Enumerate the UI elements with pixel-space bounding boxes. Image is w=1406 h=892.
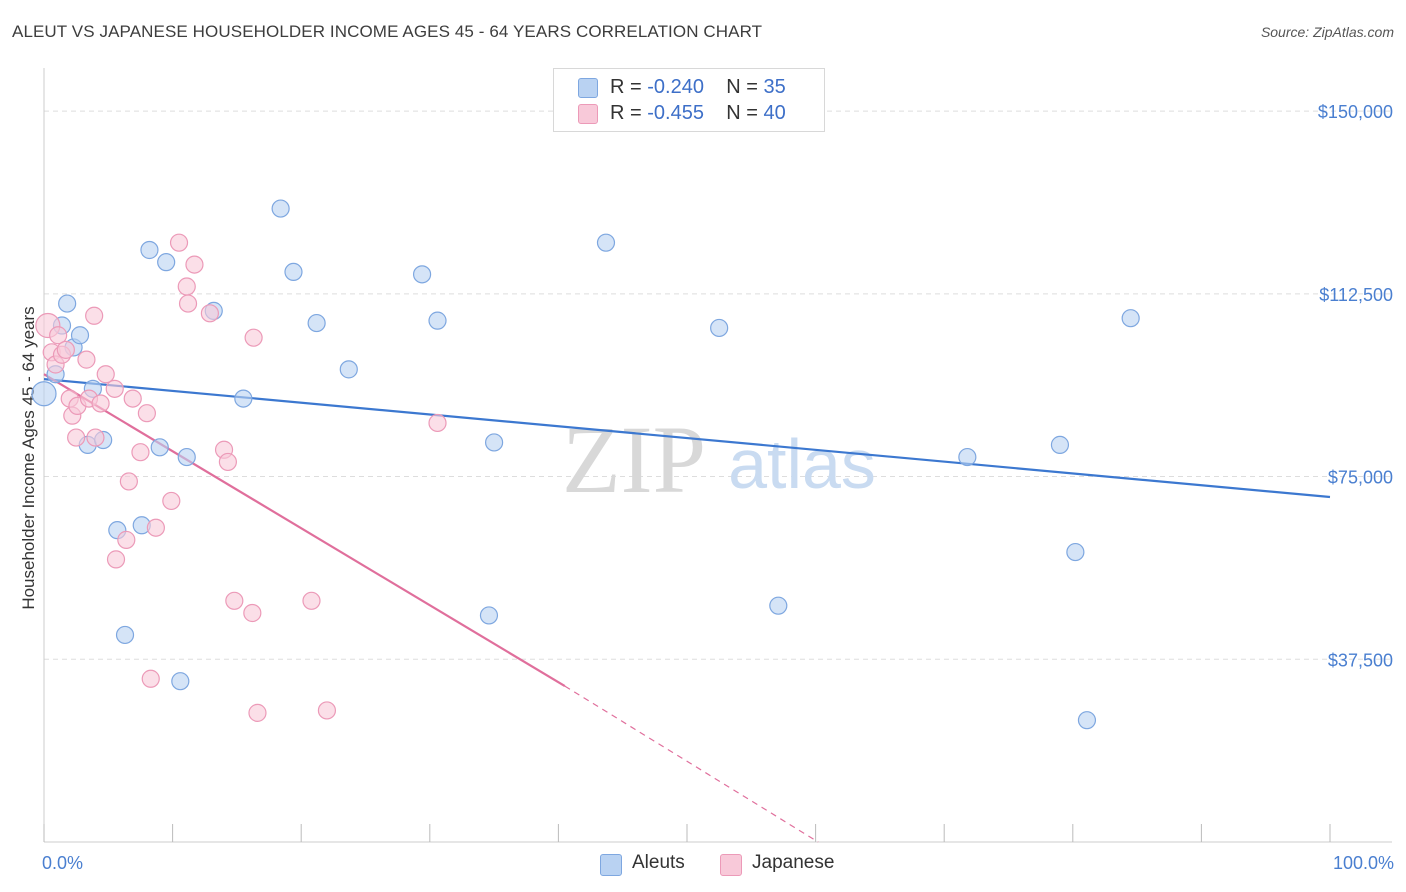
japanese-point	[137, 404, 156, 423]
trend-lines	[43, 373, 1331, 843]
aleuts-point	[1066, 542, 1085, 562]
japanese-point	[177, 277, 196, 296]
japanese-point	[123, 389, 142, 408]
aleuts-point	[115, 625, 135, 645]
aleuts-point	[769, 596, 788, 615]
japanese-point	[85, 306, 104, 325]
source-label: Source: ZipAtlas.com	[1260, 24, 1394, 40]
japanese-point	[117, 530, 136, 549]
y-tick-label: $37,500	[1328, 650, 1393, 670]
aleuts-point	[596, 233, 616, 252]
japanese-point	[146, 518, 165, 537]
tick-labels: $37,500 $75,000 $112,500 $150,000 0.0% 100.0%	[42, 102, 1394, 873]
legend-japanese-r-label: R =	[610, 102, 642, 124]
y-tick-label: $75,000	[1328, 468, 1393, 488]
legend-japanese-r-value: -0.455	[647, 102, 704, 124]
aleuts-point	[284, 262, 303, 282]
aleuts-point	[958, 447, 977, 467]
aleuts-point	[171, 672, 190, 691]
trend-line-aleuts	[43, 378, 1331, 499]
aleuts-point	[234, 389, 253, 408]
aleuts-point	[485, 433, 504, 452]
japanese-point	[91, 394, 110, 413]
japanese-point	[56, 340, 75, 359]
trend-line-japanese-extension	[564, 685, 819, 843]
aleuts-point	[412, 265, 432, 284]
trend-line-japanese	[43, 373, 566, 688]
japanese-point	[106, 550, 126, 569]
watermark-atlas: atlas	[728, 425, 876, 503]
japanese-point	[77, 350, 96, 369]
aleuts-point	[1050, 435, 1070, 454]
japanese-point	[185, 255, 204, 274]
legend-japanese-n-label: N =	[726, 102, 758, 124]
watermark-zip: ZIP	[562, 406, 706, 513]
japanese-point	[162, 491, 181, 511]
japanese-point	[67, 428, 86, 447]
japanese-point	[169, 233, 189, 252]
aleuts-point	[1077, 711, 1097, 730]
bottom-swatch-aleuts	[600, 854, 622, 876]
japanese-point	[428, 413, 447, 433]
japanese-point	[86, 428, 105, 447]
japanese-point	[302, 591, 321, 610]
japanese-point	[200, 304, 219, 323]
bottom-swatch-japanese	[720, 854, 742, 876]
legend-aleuts-n-label: N =	[726, 76, 758, 98]
aleuts-point	[710, 318, 729, 338]
aleuts-point	[339, 360, 358, 379]
aleuts-point	[307, 313, 326, 333]
japanese-point	[105, 379, 124, 398]
japanese-point	[96, 365, 115, 384]
y-tick-label: $150,000	[1318, 102, 1393, 122]
legend-japanese-n-value: 40	[763, 102, 786, 124]
japanese-point	[141, 669, 160, 688]
bottom-label-aleuts: Aleuts	[632, 852, 685, 873]
y-tick-label: $112,500	[1319, 285, 1393, 305]
watermark: ZIP atlas	[562, 406, 876, 513]
legend-aleuts-r-value: -0.240	[647, 76, 704, 98]
legend-swatch-japanese	[578, 104, 598, 124]
japanese-point	[49, 326, 68, 345]
aleuts-point	[1121, 309, 1140, 328]
aleuts-point	[157, 253, 176, 272]
legend-swatch-aleuts	[578, 78, 598, 98]
legend-aleuts-r-label: R =	[610, 76, 642, 98]
japanese-point	[131, 443, 150, 462]
aleuts-point	[58, 294, 77, 313]
aleuts-point	[428, 311, 447, 330]
grid-lines	[44, 110, 1392, 660]
x-tick-label-min: 0.0%	[42, 853, 83, 873]
japanese-point	[119, 472, 138, 491]
aleuts-point	[140, 240, 159, 260]
aleuts-point	[479, 606, 499, 625]
aleuts-point	[31, 381, 57, 407]
japanese-point	[178, 294, 198, 313]
aleuts-point	[177, 447, 196, 467]
japanese-point	[317, 701, 337, 720]
japanese-point	[225, 591, 244, 610]
axes	[43, 68, 1392, 843]
bottom-label-japanese: Japanese	[752, 852, 835, 873]
correlation-legend: R = -0.240 N = 35 R = -0.455 N = 40	[553, 68, 825, 132]
chart-title: ALEUT VS JAPANESE HOUSEHOLDER INCOME AGE…	[12, 22, 763, 41]
data-points	[31, 199, 1140, 730]
japanese-point	[248, 703, 267, 722]
japanese-point	[243, 603, 262, 623]
aleuts-point	[271, 199, 290, 218]
legend-aleuts-n-value: 35	[763, 76, 786, 98]
aleuts-point	[70, 326, 90, 345]
aleuts-point	[150, 438, 169, 457]
japanese-point	[218, 452, 237, 472]
x-tick-label-max: 100.0%	[1333, 853, 1394, 873]
japanese-point	[244, 328, 263, 347]
